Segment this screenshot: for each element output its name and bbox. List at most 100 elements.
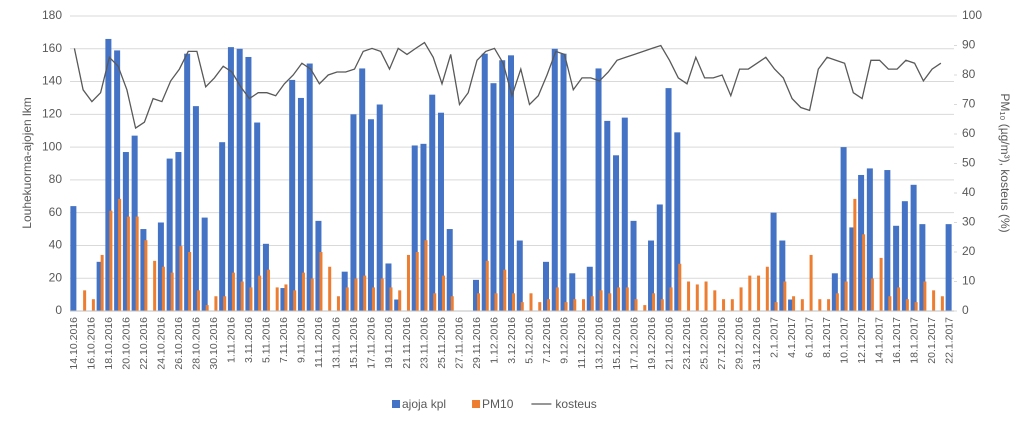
bar [757,275,761,311]
bar [770,212,777,311]
bar [582,299,586,311]
bar [481,53,488,311]
bar [490,83,497,311]
bar [932,290,936,311]
bar [289,79,296,312]
legend-label: ajoja kpl [402,397,446,411]
bar [175,152,182,311]
bar [551,48,558,312]
bar [319,252,323,311]
bar [669,287,673,311]
bar [564,302,568,311]
bar [205,305,209,311]
x-tick-label: 22.10.2016 [138,317,150,370]
x-tick-label: 2.1.2017 [768,317,780,358]
y-axis-label: Louhekuorma-ajojen lkm [20,97,34,228]
bar [901,201,908,311]
bar [131,135,138,311]
y2-tick-label: 80 [962,67,976,81]
bar [604,120,611,311]
x-tick-label: 20.1.2017 [926,317,938,364]
y-tick-label: 80 [49,172,63,186]
bar [153,260,157,311]
x-tick-label: 19.11.2016 [383,317,395,369]
bar [236,48,243,312]
x-tick-label: 11.12.2016 [576,317,588,369]
bar [722,299,726,311]
bar [853,198,857,311]
bar [245,56,252,311]
bar [713,290,717,311]
bar [870,278,874,311]
x-tick-label: 9.12.2016 [558,317,570,364]
bar [555,287,559,311]
bar [945,224,952,311]
bar [494,293,498,311]
y2-tick-label: 60 [962,126,976,140]
bar [389,287,393,311]
bar [380,278,384,311]
x-tick-label: 17.12.2016 [628,317,640,370]
bar [730,299,734,311]
bar [114,50,121,312]
bar [371,287,375,311]
bar [476,293,480,311]
y-tick-label: 100 [42,139,62,153]
x-tick-label: 13.12.2016 [593,317,605,370]
x-tick-label: 11.11.2016 [313,317,325,368]
x-tick-label: 18.10.2016 [103,317,115,370]
x-tick-label: 29.12.2016 [733,317,745,370]
bar [126,216,130,311]
y-tick-label: 140 [42,74,62,88]
legend-swatch [472,400,481,408]
bar [788,299,795,311]
bar [196,290,200,311]
x-tick-label: 31.12.2016 [751,317,763,370]
x-tick-label: 7.11.2016 [278,317,290,363]
bar [608,293,612,311]
bar [586,266,593,311]
bar [336,296,340,311]
x-tick-label: 3.12.2016 [506,317,518,364]
y-tick-label: 180 [42,8,62,22]
bar [406,254,410,311]
bar [363,275,367,311]
bar [70,206,77,311]
bar [792,296,796,311]
bar [923,281,927,311]
x-tick-label: 21.12.2016 [663,317,675,370]
bar [879,257,883,311]
bar [214,296,218,311]
x-tick-label: 3.11.2016 [243,317,255,363]
x-tick-label: 27.12.2016 [716,317,728,370]
x-tick-label: 22.1.2017 [943,317,955,364]
bar [910,184,917,311]
bar [341,271,348,311]
x-tick-label: 23.11.2016 [418,317,430,369]
bar [441,275,445,311]
bar [660,299,664,311]
x-tick-label: 30.10.2016 [208,317,220,370]
x-tick-label: 6.1.2017 [803,317,815,358]
bar [310,278,314,311]
bar [656,204,663,311]
x-tick-label: 15.12.2016 [611,317,623,370]
bar [940,296,944,311]
x-tick-label: 8.1.2017 [821,317,833,358]
x-tick-label: 12.1.2017 [856,317,868,364]
bar [844,281,848,311]
bar [625,287,629,311]
bar [240,281,244,311]
bar [508,55,514,312]
legend-label: PM10 [482,397,514,411]
x-tick-label: 23.12.2016 [681,317,693,370]
bar [223,296,227,311]
bar [118,198,122,311]
x-tick-label: 1.11.2016 [226,317,238,363]
bar [96,261,103,311]
y2-tick-label: 100 [962,8,982,22]
bar [485,260,489,311]
bar [893,225,900,311]
bar [748,275,752,311]
bar [862,234,866,311]
